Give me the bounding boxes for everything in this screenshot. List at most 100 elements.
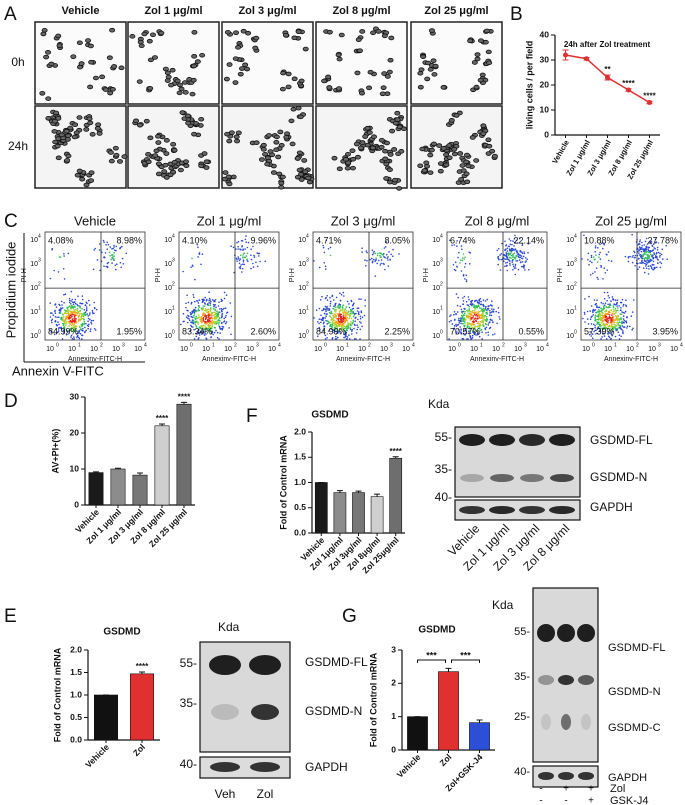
cell [424,164,429,168]
cell [302,159,307,163]
cell [112,65,117,69]
event-dot [592,273,594,275]
event-dot [523,256,525,258]
event-dot [112,256,114,258]
event-dot [187,317,189,319]
cell [171,142,176,146]
cell [351,157,356,161]
event-dot [465,318,467,320]
y-tick-base: 10 [566,309,574,316]
event-dot [221,328,223,330]
event-dot [513,252,515,254]
event-dot [489,321,491,323]
event-dot [223,308,225,310]
cell [192,30,197,34]
event-dot [647,248,649,250]
event-dot [213,304,215,306]
cell [354,142,359,146]
event-dot [606,307,608,309]
event-dot [53,314,55,316]
event-dot [207,303,209,305]
row-label: 24h [8,139,28,153]
event-dot [490,327,492,329]
event-dot [78,316,80,318]
cell [72,135,77,139]
band [561,714,571,730]
event-dot [226,321,228,323]
event-dot [594,317,596,319]
event-dot [355,313,357,315]
plot-title: Zol 1 μg/ml [197,213,262,228]
event-dot [462,323,464,325]
event-dot [519,254,521,256]
event-dot [641,263,643,265]
cell [227,182,232,186]
cell [444,163,449,167]
event-dot [361,247,363,249]
event-dot [70,300,72,302]
cell [291,107,296,111]
event-dot [357,319,359,321]
event-dot [506,253,508,255]
cell [399,149,404,153]
cell [350,149,355,153]
x-tick-exponent: 1 [614,342,617,348]
event-dot [194,323,196,325]
x-tick-exponent: 4 [546,342,549,348]
event-dot [617,331,619,333]
event-dot [209,305,211,307]
cell [57,44,62,48]
event-dot [364,259,366,261]
event-dot [379,252,381,254]
event-dot [216,310,218,312]
event-dot [482,321,484,323]
event-dot [211,315,213,317]
event-dot [54,321,56,323]
event-dot [56,306,58,308]
event-dot [627,325,629,327]
event-dot [360,318,362,320]
event-dot [217,332,219,334]
event-dot [500,259,502,261]
event-dot [631,234,633,236]
event-dot [658,252,660,254]
event-dot [73,302,75,304]
event-dot [599,318,601,320]
cell [447,144,452,148]
event-dot [512,264,514,266]
event-dot [459,322,461,324]
event-dot [650,265,652,267]
event-dot [622,322,624,324]
event-dot [641,251,643,253]
event-dot [253,266,255,268]
cell [44,55,49,59]
event-dot [523,251,525,253]
cell [360,30,365,34]
event-dot [466,301,468,303]
lane-label: Veh [215,787,236,801]
event-dot [643,254,645,256]
event-dot [69,300,71,302]
cell [114,153,119,157]
event-dot [257,266,259,268]
y-tick-base: 10 [298,309,306,316]
event-dot [618,319,620,321]
y-tick-exponent: 3 [306,257,309,263]
event-dot [189,320,191,322]
event-dot [620,309,622,311]
event-dot [638,249,640,251]
cell [474,85,479,89]
event-dot [202,315,204,317]
event-dot [594,251,596,253]
event-dot [455,314,457,316]
cell [59,133,64,137]
error-bar [337,491,343,493]
cell [234,139,239,143]
event-dot [201,322,203,324]
event-dot [475,317,477,319]
event-dot [494,333,496,335]
event-dot [457,311,459,313]
event-dot [326,295,328,297]
cell [281,71,286,75]
event-dot [342,321,344,323]
